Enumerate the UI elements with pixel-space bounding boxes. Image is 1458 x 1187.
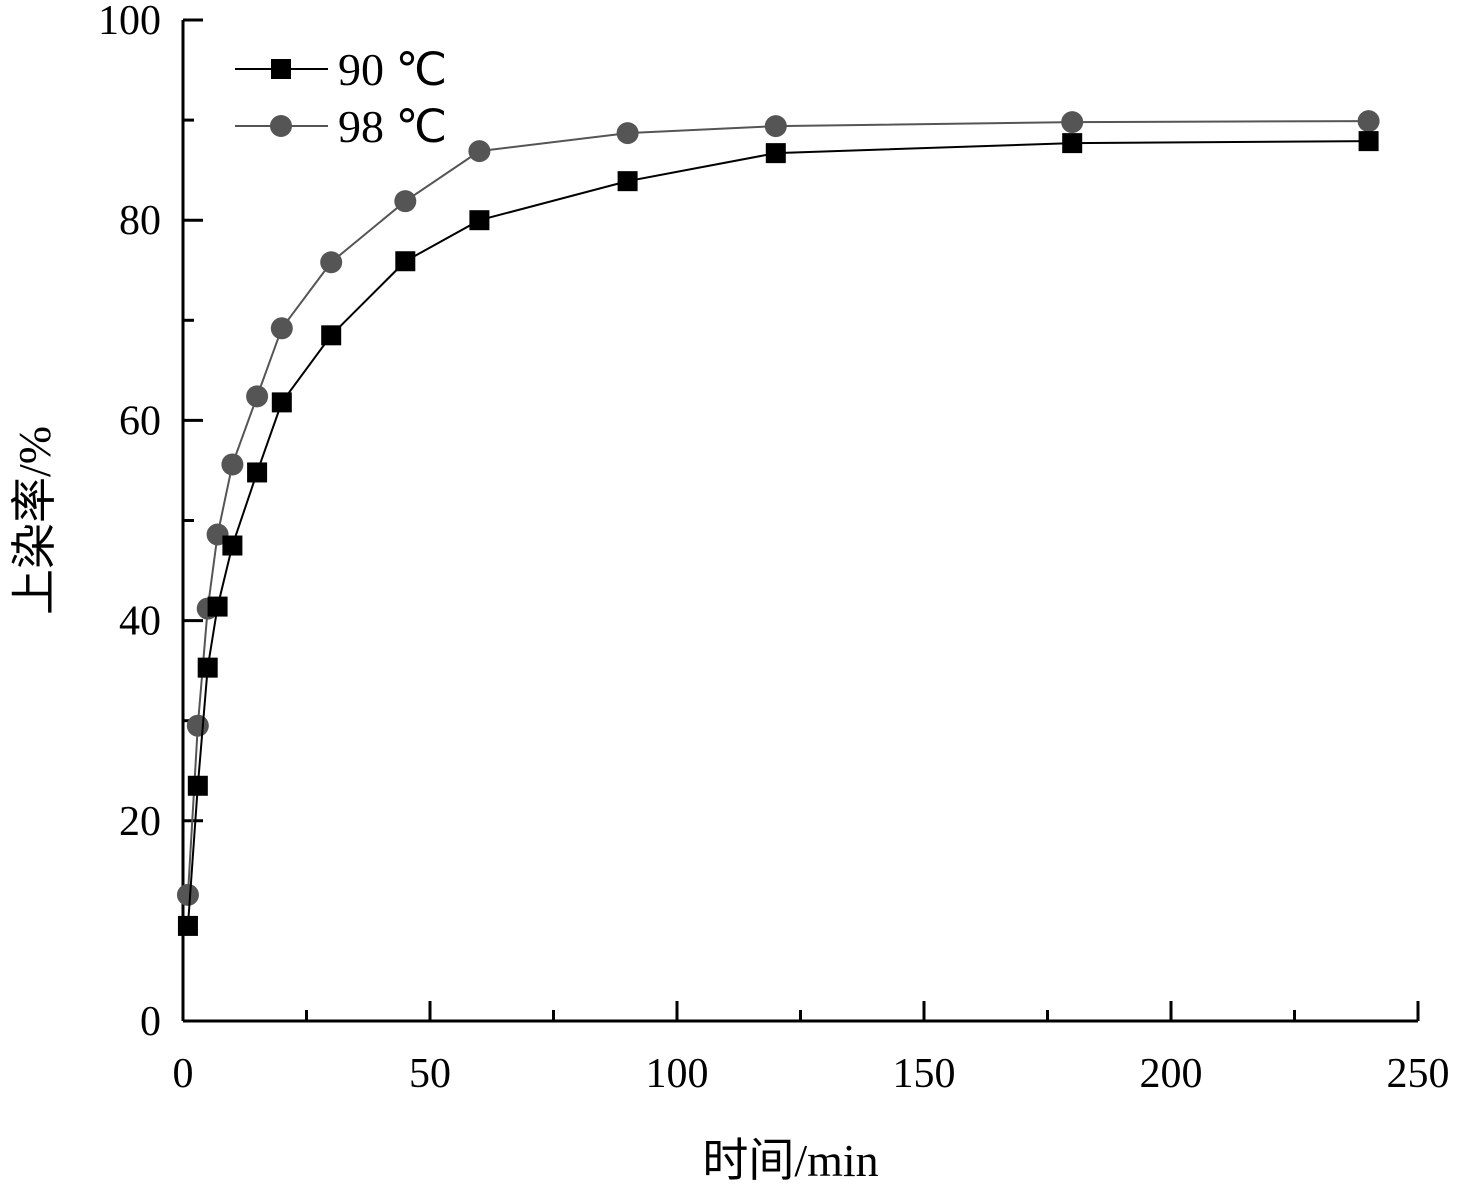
series-layer bbox=[176, 110, 1380, 936]
y-tick-label: 40 bbox=[119, 599, 161, 645]
data-point bbox=[246, 385, 269, 408]
data-point bbox=[187, 775, 208, 796]
data-point bbox=[765, 143, 786, 164]
data-point bbox=[1061, 111, 1084, 134]
ticks: 0 20 40 60 80 100 0 50 100 150 200 250 bbox=[98, 0, 1450, 1097]
legend-item-98: 98 ℃ bbox=[235, 101, 447, 152]
data-point bbox=[320, 251, 343, 274]
y-tick-label: 0 bbox=[140, 999, 161, 1045]
data-point bbox=[197, 657, 218, 678]
data-point bbox=[207, 596, 228, 617]
series-line bbox=[186, 120, 1369, 895]
data-point bbox=[321, 325, 342, 346]
series-90 bbox=[177, 131, 1379, 936]
data-point bbox=[764, 115, 787, 138]
x-tick-label: 200 bbox=[1140, 1051, 1203, 1097]
data-point bbox=[247, 462, 268, 483]
x-tick-label: 250 bbox=[1387, 1051, 1450, 1097]
data-point bbox=[395, 251, 416, 272]
x-axis-title: 时间/min bbox=[702, 1135, 878, 1186]
axes bbox=[181, 20, 1418, 1023]
x-tick-label: 100 bbox=[646, 1051, 709, 1097]
data-point bbox=[1062, 133, 1083, 154]
legend-marker bbox=[270, 115, 292, 137]
data-point bbox=[221, 453, 244, 476]
series-line bbox=[186, 140, 1369, 926]
data-point bbox=[469, 210, 490, 231]
legend: 90 ℃ 98 ℃ bbox=[235, 44, 447, 152]
data-point bbox=[270, 317, 293, 340]
legend-label: 98 ℃ bbox=[338, 101, 447, 152]
x-tick-label: 50 bbox=[409, 1051, 451, 1097]
data-point bbox=[177, 915, 198, 936]
data-point bbox=[468, 140, 491, 163]
data-point bbox=[616, 122, 639, 145]
data-point bbox=[394, 190, 417, 213]
x-tick-label: 150 bbox=[893, 1051, 956, 1097]
y-tick-label: 100 bbox=[98, 0, 161, 44]
series-98 bbox=[176, 110, 1380, 906]
data-point bbox=[617, 171, 638, 192]
data-point bbox=[1357, 110, 1380, 133]
data-point bbox=[176, 883, 199, 906]
y-tick-label: 60 bbox=[119, 398, 161, 444]
data-point bbox=[271, 392, 292, 413]
data-point bbox=[1358, 131, 1379, 152]
y-axis-title: 上染率/% bbox=[9, 426, 60, 615]
y-tick-label: 80 bbox=[119, 198, 161, 244]
data-point bbox=[186, 714, 209, 737]
x-tick-label: 0 bbox=[173, 1051, 194, 1097]
y-tick-label: 20 bbox=[119, 799, 161, 845]
data-point bbox=[222, 535, 243, 556]
legend-label: 90 ℃ bbox=[338, 44, 447, 95]
legend-marker bbox=[271, 59, 291, 79]
legend-item-90: 90 ℃ bbox=[235, 44, 447, 95]
